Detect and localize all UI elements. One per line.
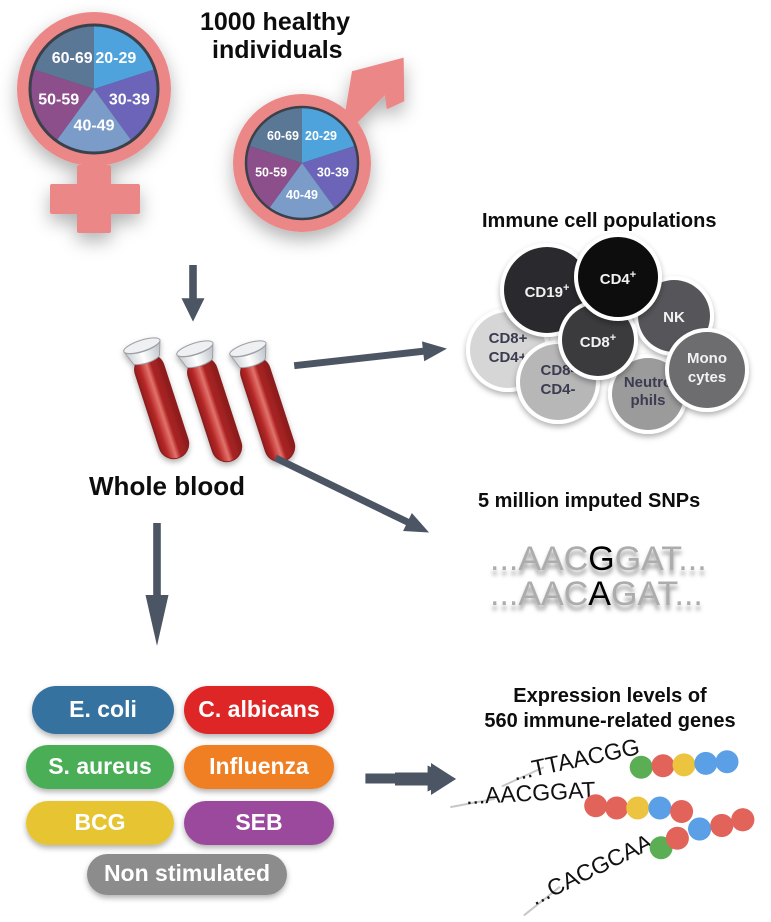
svg-text:1000 healthy: 1000 healthy (200, 8, 350, 36)
svg-text:60-69: 60-69 (52, 50, 93, 67)
svg-text:40-49: 40-49 (286, 188, 318, 202)
svg-text:SEB: SEB (235, 809, 282, 835)
svg-text:40-49: 40-49 (74, 117, 115, 134)
svg-text:Immune cell populations: Immune cell populations (482, 210, 716, 232)
svg-text:50-59: 50-59 (38, 92, 79, 109)
svg-text:Expression levels of: Expression levels of (513, 685, 707, 707)
svg-text:CD19+: CD19+ (525, 282, 570, 301)
svg-text:60-69: 60-69 (267, 129, 299, 143)
svg-text:S. aureus: S. aureus (48, 753, 152, 779)
svg-text:Mono: Mono (687, 350, 727, 367)
svg-text:CD8+: CD8+ (489, 330, 528, 347)
svg-text:individuals: individuals (212, 36, 343, 64)
svg-text:BCG: BCG (74, 809, 125, 835)
svg-text:...AACAGAT...: ...AACAGAT... (490, 575, 703, 613)
svg-text:5 million imputed SNPs: 5 million imputed SNPs (478, 490, 700, 512)
svg-text:cytes: cytes (688, 369, 726, 386)
svg-text:phils: phils (630, 392, 665, 409)
svg-text:Non stimulated: Non stimulated (104, 860, 270, 886)
svg-text:E. coli: E. coli (69, 696, 137, 722)
svg-text:...CACGCAA: ...CACGCAA (525, 828, 656, 910)
svg-text:Influenza: Influenza (209, 753, 309, 779)
svg-text:20-29: 20-29 (305, 129, 337, 143)
svg-text:C. albicans: C. albicans (198, 696, 319, 722)
svg-text:NK: NK (663, 309, 685, 326)
svg-text:30-39: 30-39 (109, 92, 150, 109)
svg-text:560 immune-related genes: 560 immune-related genes (484, 710, 735, 732)
svg-text:50-59: 50-59 (255, 165, 287, 179)
svg-text:Neutro: Neutro (624, 374, 672, 391)
svg-text:20-29: 20-29 (95, 50, 136, 67)
svg-text:...AACGGAT...: ...AACGGAT... (490, 540, 707, 578)
svg-text:CD4-: CD4- (540, 381, 575, 398)
svg-text:Whole blood: Whole blood (89, 471, 245, 501)
svg-text:30-39: 30-39 (317, 165, 349, 179)
svg-text:...AACGGAT: ...AACGGAT (465, 776, 596, 809)
